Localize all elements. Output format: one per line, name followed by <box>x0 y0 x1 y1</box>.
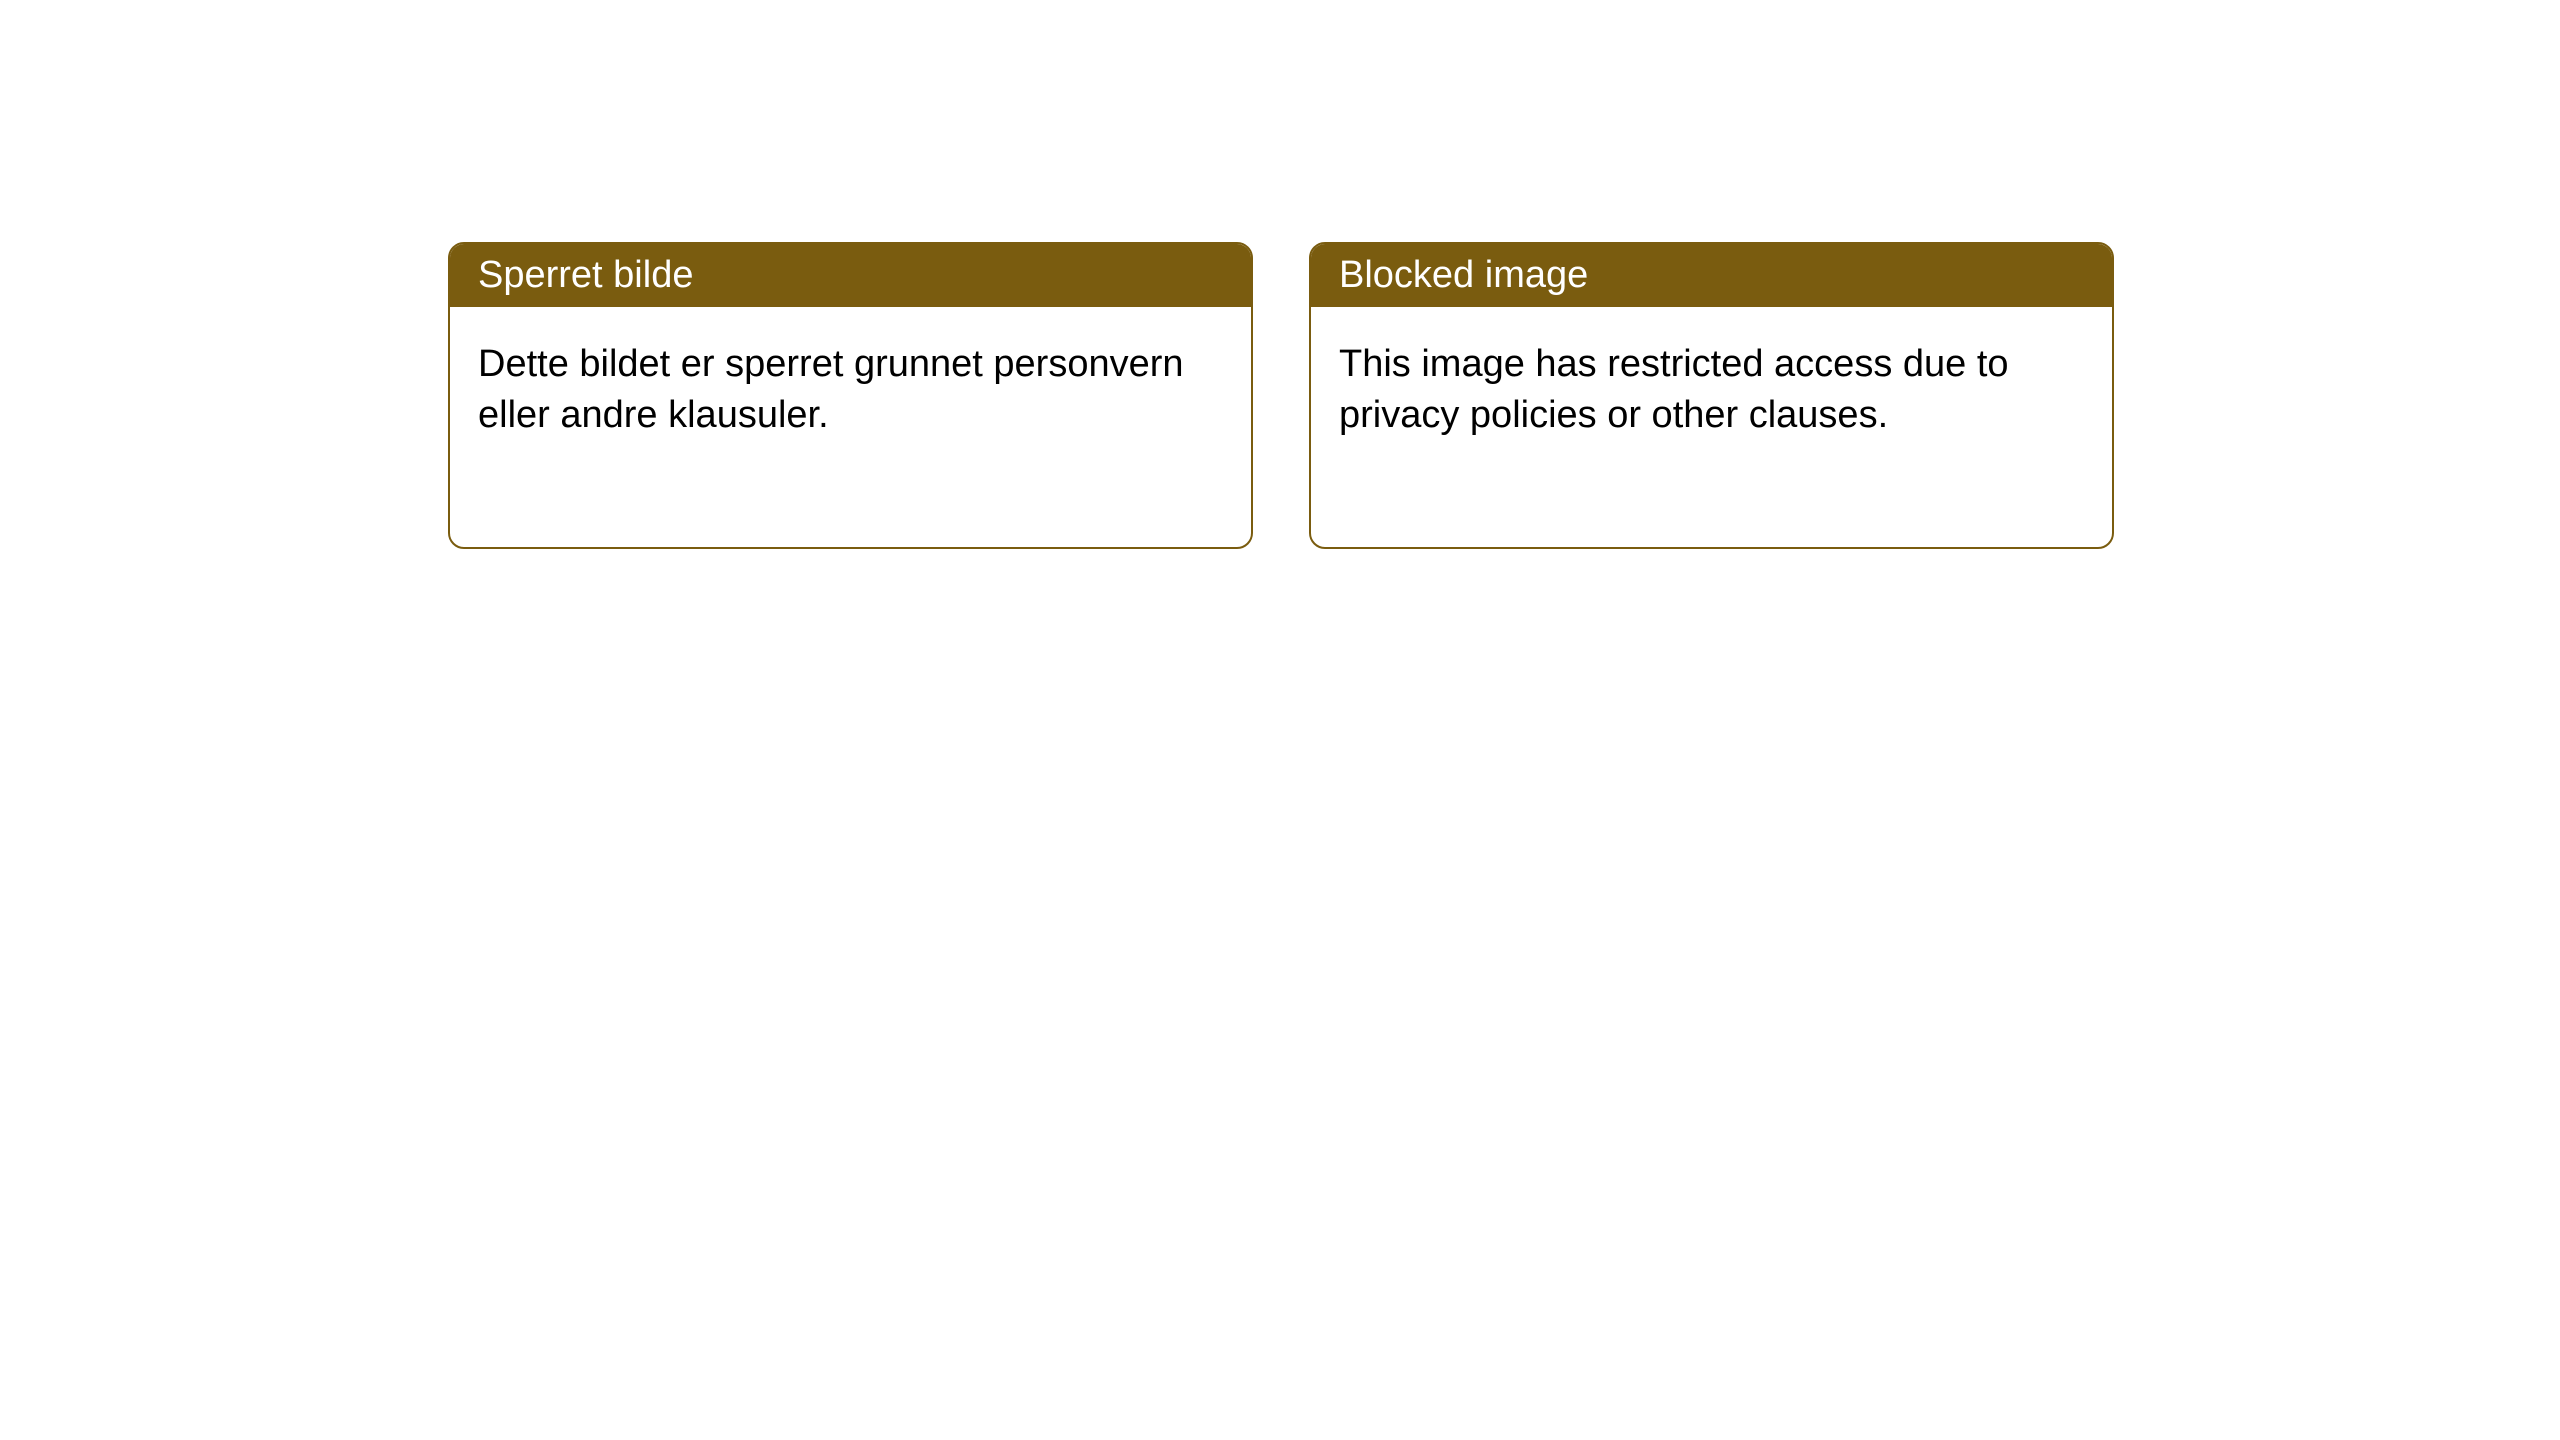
notice-body-en: This image has restricted access due to … <box>1311 307 2112 547</box>
notice-card-en: Blocked image This image has restricted … <box>1309 242 2114 549</box>
notice-header-no: Sperret bilde <box>450 244 1251 307</box>
notice-container: Sperret bilde Dette bildet er sperret gr… <box>448 242 2114 549</box>
notice-body-no: Dette bildet er sperret grunnet personve… <box>450 307 1251 547</box>
notice-header-en: Blocked image <box>1311 244 2112 307</box>
notice-card-no: Sperret bilde Dette bildet er sperret gr… <box>448 242 1253 549</box>
